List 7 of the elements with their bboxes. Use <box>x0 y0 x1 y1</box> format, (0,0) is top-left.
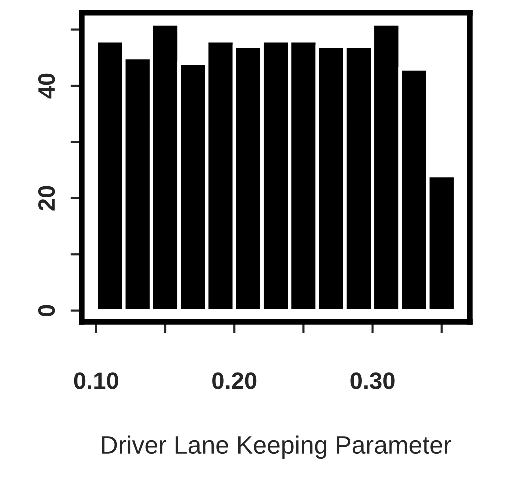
y-tick-label: 20 <box>38 186 56 211</box>
y-tick-label: 40 <box>38 74 56 99</box>
x-tick-label: 0.10 <box>74 372 118 390</box>
x-axis-title: Driver Lane Keeping Parameter <box>102 436 452 460</box>
x-tick-label: 0.30 <box>350 372 395 390</box>
x-tick-label: 0.20 <box>212 372 257 390</box>
y-tick-label: 0 <box>38 305 56 316</box>
